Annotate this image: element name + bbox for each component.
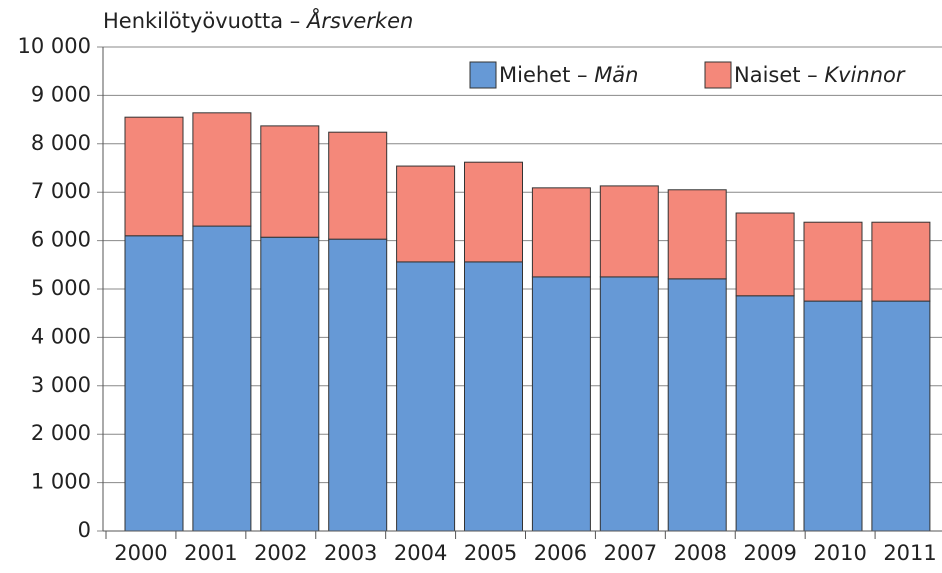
bar-segment <box>396 261 456 532</box>
legend-swatch <box>469 61 497 89</box>
y-tick-label: 4 000 <box>31 324 91 348</box>
x-tick-label: 2011 <box>883 541 936 565</box>
legend-label: Naiset – Kvinnor <box>734 63 906 87</box>
bar-segment <box>396 165 456 263</box>
bar-segment <box>735 295 795 532</box>
legend-label: Miehet – Män <box>499 63 638 87</box>
x-tick-label: 2003 <box>324 541 377 565</box>
bar-segment <box>599 185 659 278</box>
bar-segment <box>260 125 320 238</box>
bar-segment <box>871 221 931 302</box>
y-tick-label: 10 000 <box>18 34 91 58</box>
y-axis-title: Henkilötyövuotta – Årsverken <box>103 7 413 33</box>
x-tick-label: 2010 <box>813 541 866 565</box>
y-tick-label: 2 000 <box>31 421 91 445</box>
bar-segment <box>192 112 252 227</box>
y-tick-label: 9 000 <box>31 82 91 106</box>
x-tick-label: 2009 <box>743 541 796 565</box>
bar-segment <box>124 116 184 237</box>
y-tick-label: 1 000 <box>31 470 91 494</box>
bar-segment <box>328 131 388 240</box>
x-tick-label: 2005 <box>464 541 517 565</box>
bar-segment <box>871 300 931 532</box>
y-tick-label: 3 000 <box>31 373 91 397</box>
y-tick-label: 7 000 <box>31 179 91 203</box>
bar-segment <box>328 238 388 532</box>
x-tick-label: 2001 <box>184 541 237 565</box>
x-tick-label: 2002 <box>254 541 307 565</box>
x-tick-label: 2008 <box>674 541 727 565</box>
legend-swatch <box>704 61 732 89</box>
x-tick-label: 2004 <box>394 541 447 565</box>
y-tick-label: 8 000 <box>31 131 91 155</box>
bar-segment <box>735 212 795 297</box>
bar-segment <box>260 236 320 532</box>
bar-segment <box>599 276 659 532</box>
bar-segment <box>464 161 523 263</box>
x-tick-label: 2007 <box>604 541 657 565</box>
x-tick-label: 2006 <box>534 541 587 565</box>
bar-segment <box>803 221 863 302</box>
bar-segment <box>464 261 523 532</box>
bar-segment <box>124 235 184 532</box>
y-tick-label: 0 <box>78 518 91 542</box>
bar-segment <box>192 225 252 532</box>
bar-segment <box>667 189 727 280</box>
bar-segment <box>803 300 863 532</box>
y-tick-label: 6 000 <box>31 228 91 252</box>
y-tick-label: 5 000 <box>31 276 91 300</box>
bar-segment <box>531 187 591 278</box>
x-tick-label: 2000 <box>114 541 167 565</box>
bar-segment <box>667 278 727 532</box>
bar-segment <box>531 276 591 532</box>
